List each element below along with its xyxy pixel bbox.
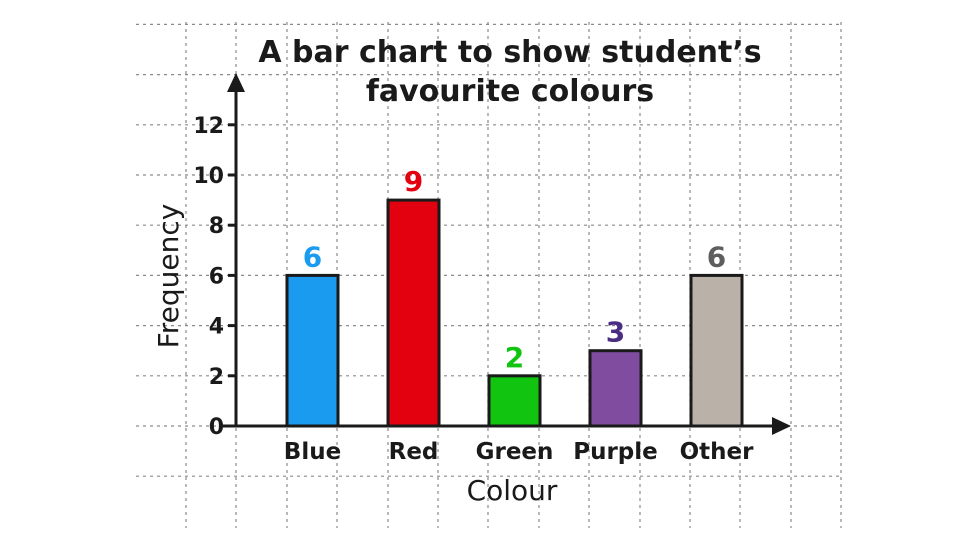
y-axis-label: Frequency — [152, 204, 185, 349]
chart-title-line-1: A bar chart to show student’s — [258, 35, 761, 70]
x-axis-label: Colour — [467, 474, 558, 507]
y-tick-label: 8 — [209, 214, 224, 239]
bars — [285, 198, 744, 428]
y-tick-label: 2 — [209, 365, 224, 390]
y-axis-arrow-icon — [227, 73, 245, 92]
bar-other — [689, 273, 744, 428]
x-tick-label: Green — [476, 439, 554, 465]
bar-blue — [285, 273, 340, 428]
y-tick-label: 0 — [209, 415, 224, 440]
x-axis-arrow-icon — [772, 417, 791, 435]
bar-purple — [588, 349, 643, 428]
bar-red — [386, 198, 441, 428]
value-labels: 6 9 2 3 6 — [303, 165, 726, 374]
data-label: 2 — [505, 341, 524, 374]
data-label: 6 — [707, 240, 726, 273]
y-tick-label: 6 — [209, 264, 224, 289]
x-tick-label: Purple — [573, 439, 658, 465]
x-tick-label: Other — [680, 439, 755, 465]
data-label: 6 — [303, 240, 322, 273]
chart-title-line-2: favourite colours — [366, 74, 654, 109]
data-label: 3 — [606, 316, 625, 349]
data-label: 9 — [404, 165, 423, 198]
bar-green — [487, 374, 542, 428]
y-tick-label: 10 — [193, 164, 224, 189]
x-ticks: Blue Red Green Purple Other — [284, 439, 754, 465]
x-tick-label: Red — [389, 439, 439, 465]
y-tick-label: 4 — [209, 315, 224, 340]
y-ticks: 0 2 4 6 8 10 12 — [193, 114, 236, 440]
y-tick-label: 12 — [193, 114, 224, 139]
x-tick-label: Blue — [284, 439, 341, 465]
